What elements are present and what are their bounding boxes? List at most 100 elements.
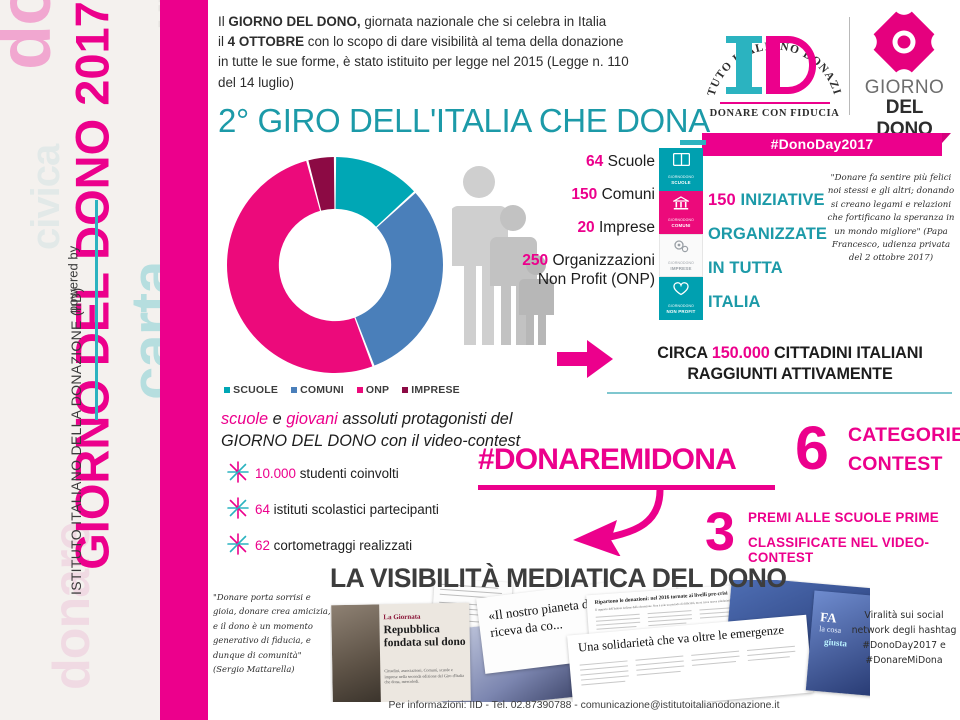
iid-letter-i bbox=[726, 36, 762, 94]
premi-line1: PREMI ALLE SCUOLE PRIME bbox=[748, 510, 939, 525]
badge-label: COMUNI bbox=[671, 223, 691, 228]
star-bullet-icon bbox=[221, 460, 255, 486]
hashtag-underline bbox=[478, 485, 775, 490]
stat-row: 150 Comuni bbox=[455, 185, 655, 205]
bullet-row: 10.000 studenti coinvolti bbox=[221, 455, 501, 491]
viralita-text: Viralità sui social network degli hashta… bbox=[851, 610, 957, 666]
donut-slice-scuole bbox=[335, 157, 414, 227]
stat-row: 250 Organizzazioni Non Profit (ONP) bbox=[455, 251, 655, 289]
sg-rest: assoluti protagonisti del bbox=[337, 410, 513, 428]
bank-icon bbox=[659, 196, 703, 215]
watermark-text: carta bbox=[119, 261, 160, 400]
legend-label: IMPRESE bbox=[411, 384, 460, 396]
stat-label: Organizzazioni bbox=[548, 252, 655, 269]
circa-line2: RAGGIUNTI ATTIVAMENTE bbox=[687, 365, 893, 383]
clipping-fa-line3: giusta bbox=[823, 636, 848, 649]
intro-line1-c: giornata nazionale che si celebra in Ita… bbox=[360, 14, 607, 29]
categorie-line1: CATEGORIE bbox=[848, 424, 960, 446]
clipping-title: Repubblica fondata sul dono bbox=[383, 623, 466, 650]
sg-pink2: giovani bbox=[286, 410, 338, 428]
scuole-giovani-text: scuole e giovani assoluti protagonisti d… bbox=[221, 408, 521, 452]
badge-label: NON PROFIT bbox=[666, 309, 696, 314]
bullet-label: istituti scolastici partecipanti bbox=[269, 501, 439, 517]
bullet-row: 64 istituti scolastici partecipanti bbox=[221, 491, 501, 527]
legend-swatch bbox=[291, 387, 298, 393]
intro-line1-a: Il bbox=[218, 14, 229, 29]
intro-line4: del 14 luglio) bbox=[218, 74, 294, 90]
stat-label: Comuni bbox=[597, 186, 655, 203]
iniziative-word: INIZIATIVE bbox=[740, 191, 825, 209]
premi-number: 3 bbox=[705, 502, 736, 562]
bullet-row: 62 cortometraggi realizzati bbox=[221, 527, 501, 563]
donut-slice-onp bbox=[226, 160, 373, 373]
circa-post: CITTADINI ITALIANI bbox=[769, 344, 923, 362]
gears-icon bbox=[659, 239, 703, 258]
legend-item-scuole: SCUOLE bbox=[224, 384, 278, 396]
badge-brand: GIORNODONO bbox=[668, 261, 694, 265]
bullet-label: cortometraggi realizzati bbox=[269, 537, 413, 553]
clipping-fa-line2: la cosa bbox=[818, 624, 842, 635]
bullet-number: 10.000 bbox=[255, 465, 296, 481]
clipping-photo bbox=[331, 604, 381, 702]
legend-swatch bbox=[356, 387, 363, 393]
circa-underline bbox=[607, 392, 952, 394]
papa-francesco-quote: "Donare fa sentire più felici noi stessi… bbox=[827, 173, 955, 264]
intro-paragraph: Il GIORNO DEL DONO, giornata nazionale c… bbox=[218, 12, 688, 93]
stat-number: 20 bbox=[577, 219, 595, 236]
sg-mid: e bbox=[268, 410, 287, 428]
left-banner: dono carta ufficiale donare civica GIORN… bbox=[0, 0, 160, 720]
premi-line2: CLASSIFICATE NEL VIDEO-CONTEST bbox=[748, 535, 930, 565]
intro-line1-bold: GIORNO DEL DONO, bbox=[228, 14, 361, 29]
iid-monogram bbox=[726, 36, 826, 96]
clipping-body: Cittadini, associazioni, Comuni, scuole … bbox=[384, 667, 465, 685]
stat-label: Imprese bbox=[594, 219, 655, 236]
bullet-number: 64 bbox=[255, 501, 270, 517]
badge-scuole: GIORNODONO SCUOLE bbox=[659, 148, 703, 191]
circa-block: CIRCA 150.000 CITTADINI ITALIANI RAGGIUN… bbox=[620, 343, 960, 385]
banner-organization: ISTITUTO ITALIANO DELLA DONAZIONE (IID) bbox=[68, 287, 84, 595]
watermark-text: dono bbox=[0, 0, 67, 70]
circa-number: 150.000 bbox=[711, 344, 770, 362]
title-underline bbox=[680, 140, 706, 145]
badge-comuni: GIORNODONO COMUNI bbox=[659, 191, 703, 234]
donut-chart bbox=[218, 150, 458, 385]
stats-list: 64 Scuole 150 Comuni 20 Imprese 250 Organiz… bbox=[455, 152, 655, 302]
legend-label: SCUOLE bbox=[233, 384, 279, 396]
badge-label: SCUOLE bbox=[671, 180, 691, 185]
bullet-text: 64 istituti scolastici partecipanti bbox=[255, 502, 439, 517]
giorno-del-dono-logo: GIORNO DEL DONO bbox=[857, 9, 952, 140]
donoday-hashtag: #DonoDay2017 bbox=[770, 136, 874, 152]
iid-divider-line bbox=[720, 102, 830, 104]
star-bullet-icon bbox=[221, 496, 255, 522]
chart-legend: SCUOLE COMUNI ONP IMPRESE bbox=[218, 384, 466, 396]
donut-slice-comuni bbox=[355, 193, 443, 366]
badge-label: IMPRESE bbox=[670, 266, 692, 271]
iniziative-line2: ORGANIZZATE bbox=[708, 225, 828, 243]
badge-brand: GIORNODONO bbox=[668, 218, 694, 222]
legend-item-comuni: COMUNI bbox=[291, 384, 344, 396]
stat-number: 250 bbox=[522, 252, 549, 269]
star-bullet-icon bbox=[221, 532, 255, 558]
iid-tagline: DONARE CON FIDUCIA bbox=[709, 108, 840, 119]
hashtag-donaremidona: #DONAREMIDONA bbox=[478, 443, 737, 476]
iid-letter-d bbox=[766, 36, 816, 94]
intro-line2-c: con lo scopo di dare visibilità al tema … bbox=[304, 34, 624, 50]
curved-arrow-icon bbox=[573, 489, 664, 556]
stat-label: Scuole bbox=[603, 153, 655, 170]
badge-imprese: GIORNODONO IMPRESE bbox=[659, 234, 703, 277]
legend-item-onp: ONP bbox=[356, 384, 389, 396]
bullet-list: 10.000 studenti coinvolti 64 istituti sco… bbox=[221, 455, 501, 563]
stat-number: 150 bbox=[571, 186, 598, 203]
stat-label-2: Non Profit (ONP) bbox=[537, 271, 655, 288]
categorie-number: 6 bbox=[795, 414, 829, 482]
badge-brand: GIORNODONO bbox=[668, 175, 694, 179]
arrow-right-icon bbox=[557, 340, 613, 378]
legend-swatch bbox=[402, 387, 409, 393]
intro-line3: in tutte le sue forme, è stato istituito… bbox=[218, 54, 629, 70]
people-silhouettes-icon bbox=[452, 166, 554, 345]
watermark-text: ufficiale bbox=[140, 0, 160, 30]
visibilita-headline: LA VISIBILITÀ MEDIATICA DEL DONO bbox=[330, 563, 787, 593]
stat-row: 64 Scuole bbox=[455, 152, 655, 172]
mattarella-quote: "Donare porta sorrisi e gioia, donare cr… bbox=[213, 592, 331, 675]
logo-separator bbox=[849, 17, 850, 115]
